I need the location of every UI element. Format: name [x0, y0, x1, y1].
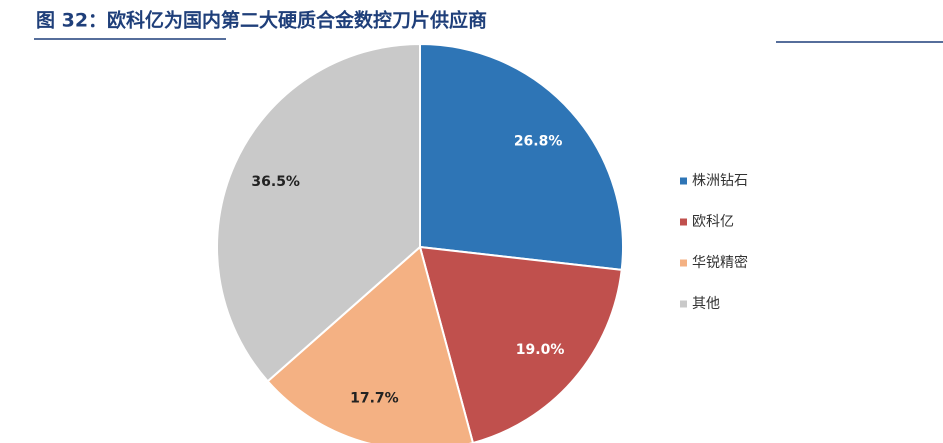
- data-label: 19.0%: [516, 342, 565, 358]
- legend-label: 欧科亿: [692, 214, 734, 230]
- pie-slice: [216, 42, 421, 383]
- legend-swatch: [680, 177, 687, 185]
- pie-slice: [266, 245, 474, 443]
- legend-swatch: [680, 259, 687, 267]
- data-label: 17.7%: [350, 391, 399, 407]
- pie-slice: [418, 245, 623, 443]
- chart-title: 图 32：欧科亿为国内第二大硬质合金数控刀片供应商: [36, 9, 487, 32]
- legend-label: 株洲钻石: [692, 173, 748, 189]
- data-label: 26.8%: [514, 134, 563, 150]
- legend-label: 华锐精密: [692, 254, 748, 271]
- pie-slice: [419, 42, 624, 272]
- data-label: 36.5%: [251, 174, 300, 190]
- legend-label: 其他: [692, 296, 720, 312]
- legend-swatch: [680, 218, 687, 226]
- legend-swatch: [680, 300, 687, 308]
